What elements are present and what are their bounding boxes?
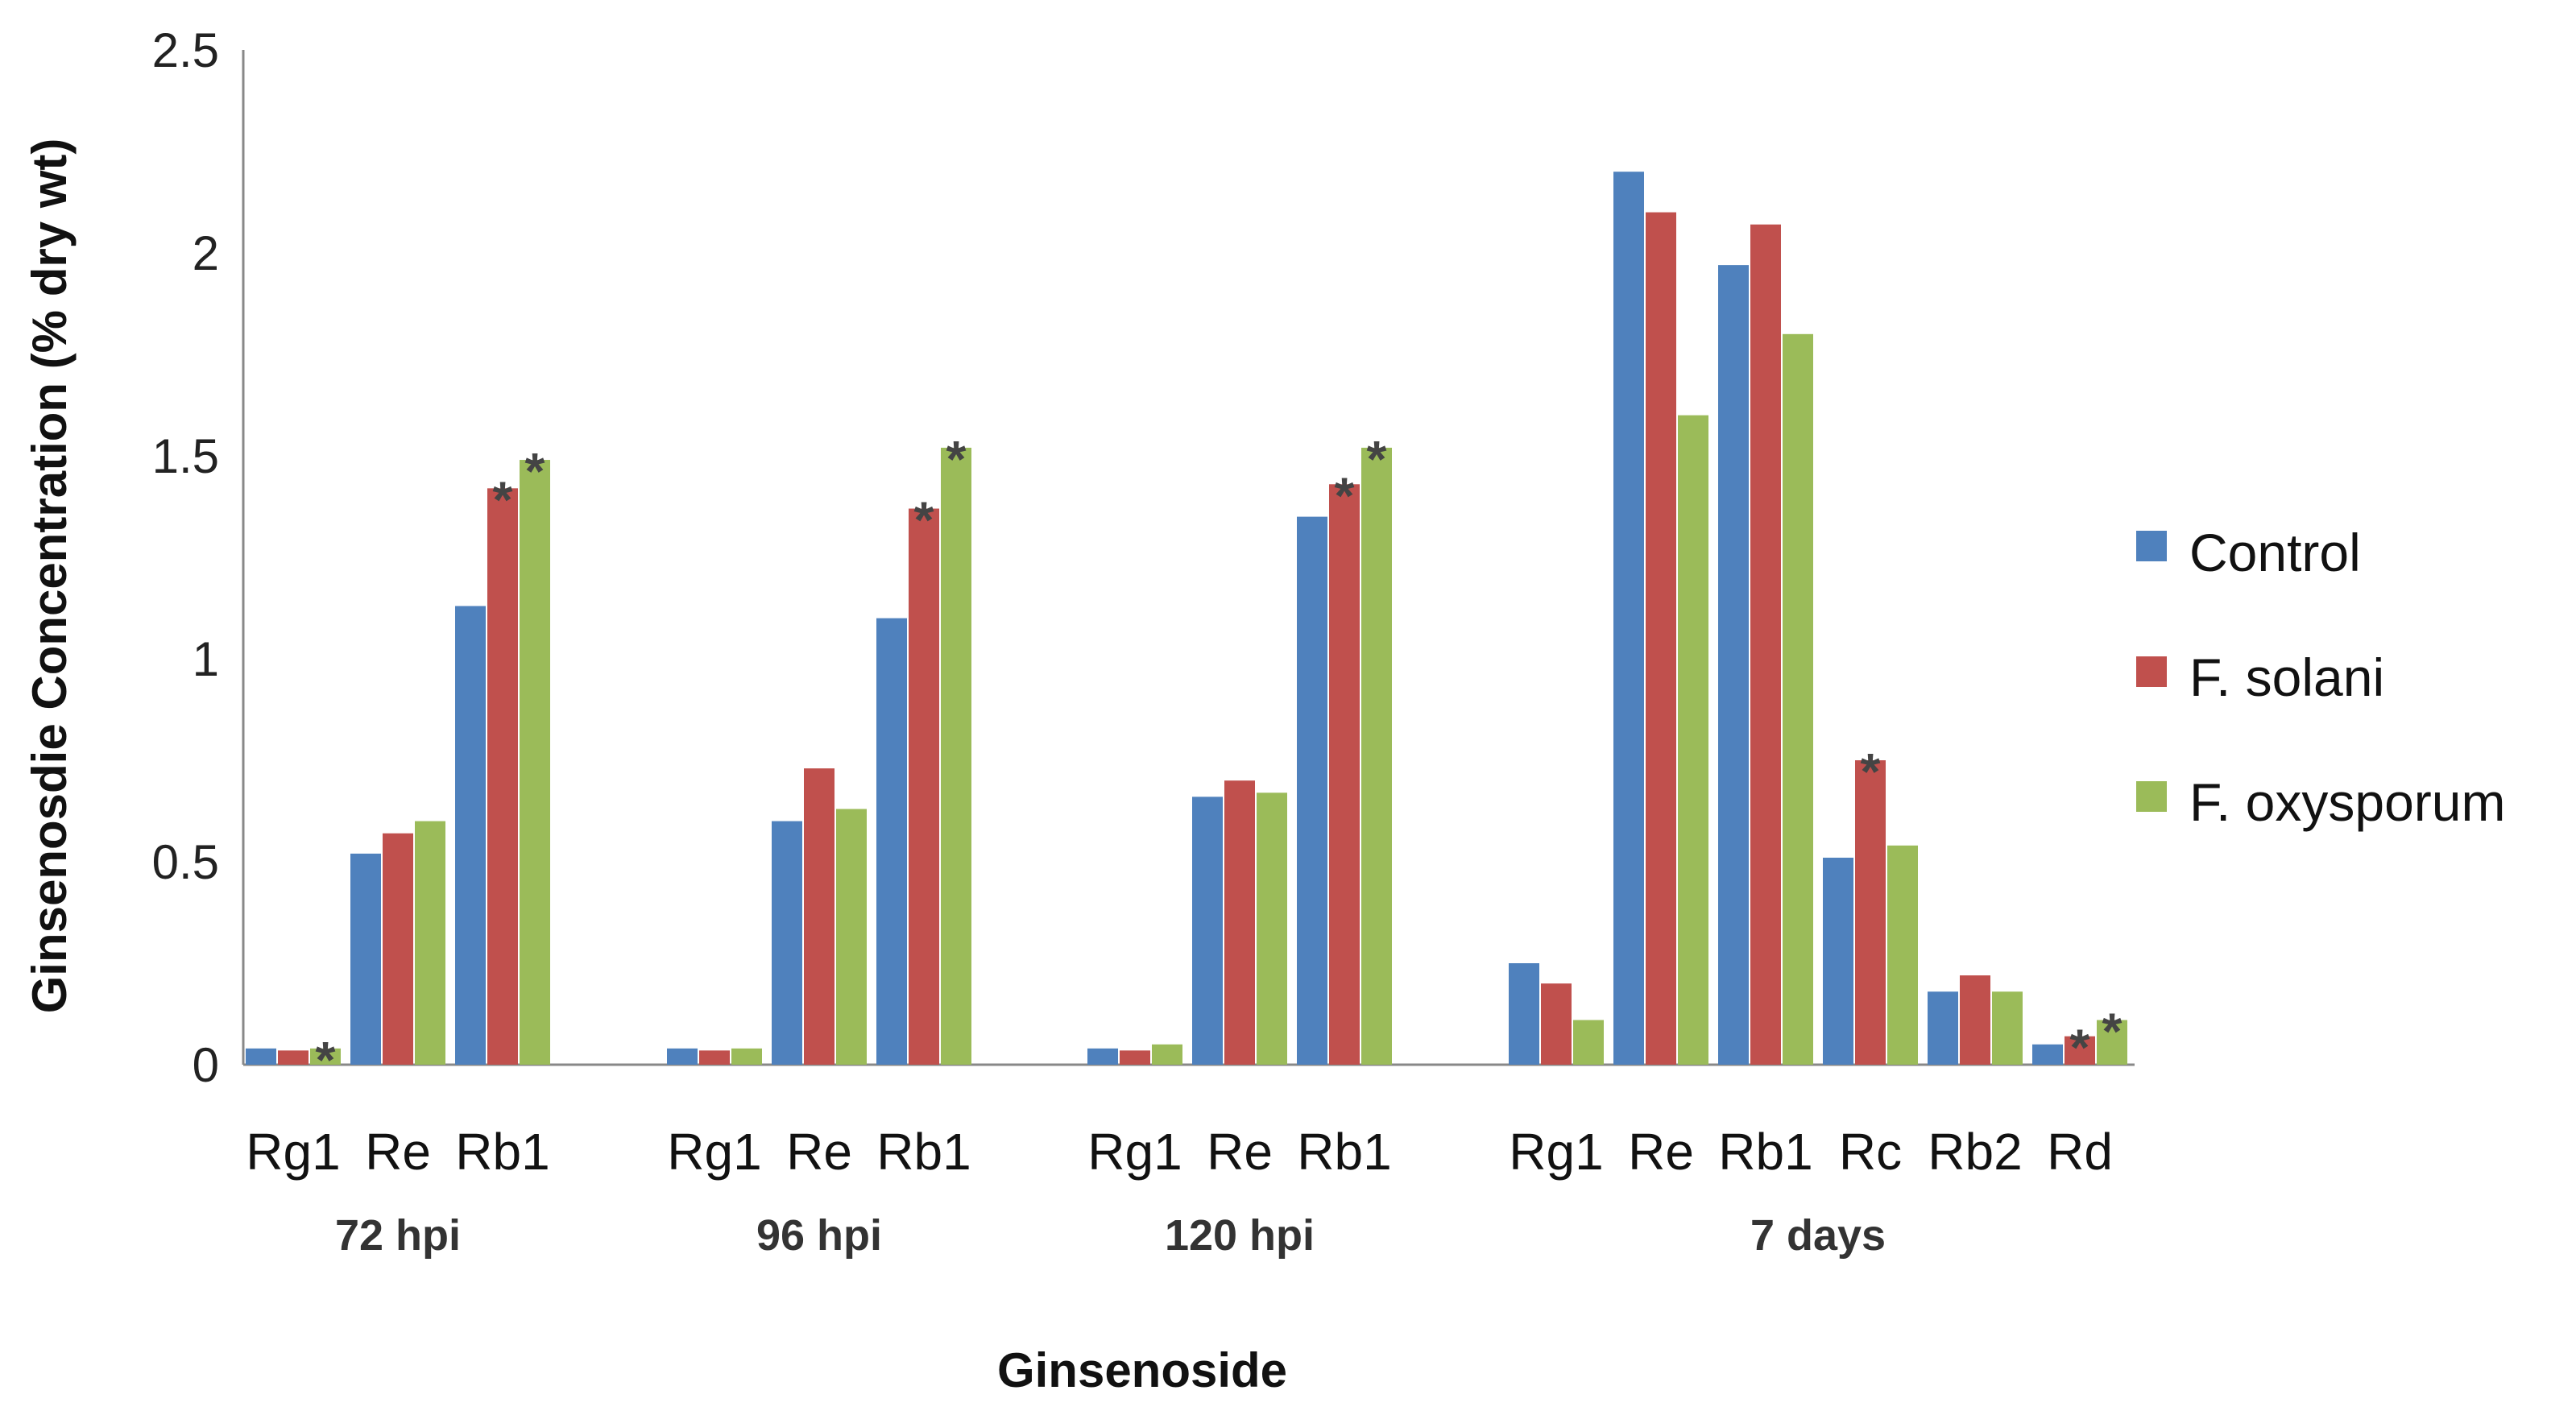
bar-96-hpi-re-f-solani [804, 768, 835, 1065]
bar-7-days-re-f-solani [1646, 212, 1676, 1065]
legend-label-f-oxysporum: F. oxysporum [2189, 772, 2505, 832]
bar-7-days-rb1-f-solani [1750, 224, 1781, 1065]
y-tick-labels: 0 0.5 1 1.5 2 2.5 [152, 23, 219, 1092]
bar-7-days-rd-control [2032, 1044, 2063, 1065]
legend-swatch-control [2136, 531, 2167, 561]
bar-7-days-rb2-f-solani [1960, 975, 1990, 1065]
significance-markers: ** ******* * [316, 430, 2123, 1089]
bar-72-hpi-re-control [350, 853, 381, 1065]
bar-120-hpi-re-f-oxysporum [1257, 792, 1287, 1065]
bar-96-hpi-re-control [772, 821, 802, 1065]
bar-7-days-re-f-oxysporum [1678, 415, 1708, 1065]
bar-7-days-rg1-f-solani [1541, 983, 1572, 1065]
bar-7-days-rd-f-oxysporum [2097, 1020, 2127, 1065]
y-tick-label: 2 [193, 226, 219, 280]
category-label: Rb1 [1718, 1123, 1812, 1181]
significance-star: * [1335, 466, 1355, 524]
category-label: Rg1 [246, 1123, 340, 1181]
bars [246, 172, 2127, 1065]
axes [242, 50, 2135, 1066]
category-label: Rg1 [1087, 1123, 1182, 1181]
bar-72-hpi-rg1-f-solani [278, 1050, 309, 1065]
bar-72-hpi-rb1-f-solani [487, 488, 518, 1065]
bar-120-hpi-rg1-f-oxysporum [1152, 1044, 1182, 1065]
category-label: Rb1 [455, 1123, 549, 1181]
bar-7-days-rg1-f-oxysporum [1573, 1020, 1604, 1065]
significance-star: * [946, 430, 967, 488]
y-tick-label: 0.5 [152, 835, 219, 889]
bar-96-hpi-rb1-control [876, 618, 907, 1065]
category-labels: Rg1 Re Rb1 Rg1 Re Rb1 Rg1 Re Rb1 Rg1 Re Rb1 Rc Rb2 Rd [246, 1123, 2113, 1181]
bar-72-hpi-rb1-f-oxysporum [520, 460, 550, 1065]
bar-120-hpi-re-control [1192, 797, 1223, 1065]
bar-72-hpi-rg1-f-oxysporum [310, 1048, 341, 1065]
bar-7-days-rd-f-solani [2065, 1036, 2095, 1065]
y-tick-label: 1.5 [152, 429, 219, 483]
legend: Control F. solani F. oxysporum [2136, 523, 2505, 832]
bar-120-hpi-re-f-solani [1224, 780, 1255, 1065]
bar-72-hpi-rb1-control [455, 606, 486, 1065]
category-label: Rb1 [876, 1123, 971, 1181]
significance-star: * [316, 1031, 336, 1089]
bar-96-hpi-rg1-f-oxysporum [731, 1048, 762, 1065]
category-label: Rc [1839, 1123, 1902, 1181]
y-axis-title: Ginsenosdie Concentration (% dry wt) [23, 139, 77, 1014]
category-label: Rg1 [1509, 1123, 1603, 1181]
legend-swatch-f-oxysporum [2136, 781, 2167, 812]
bar-7-days-rc-f-solani [1855, 760, 1886, 1065]
legend-label-control: Control [2189, 523, 2361, 582]
y-tick-label: 1 [193, 632, 219, 686]
bar-7-days-rg1-control [1509, 963, 1539, 1065]
bar-96-hpi-rg1-f-solani [699, 1050, 730, 1065]
category-label: Re [1207, 1123, 1273, 1181]
legend-swatch-f-solani [2136, 656, 2167, 687]
significance-star: * [914, 491, 934, 549]
bar-120-hpi-rg1-control [1087, 1048, 1118, 1065]
bar-7-days-rc-control [1823, 857, 1853, 1065]
bar-7-days-rb1-f-oxysporum [1783, 333, 1813, 1065]
category-label: Re [365, 1123, 431, 1181]
y-tick-label: 2.5 [152, 23, 219, 77]
bar-120-hpi-rg1-f-solani [1120, 1050, 1150, 1065]
bar-7-days-rb2-f-oxysporum [1992, 991, 2023, 1065]
significance-star: * [2070, 1019, 2090, 1077]
bar-7-days-rb1-control [1718, 265, 1749, 1065]
bar-96-hpi-re-f-oxysporum [836, 809, 867, 1065]
group-label: 72 hpi [335, 1211, 461, 1260]
group-label: 7 days [1750, 1211, 1886, 1260]
bar-96-hpi-rg1-control [667, 1048, 698, 1065]
category-label: Rd [2047, 1123, 2113, 1181]
bar-120-hpi-rb1-control [1297, 516, 1327, 1065]
significance-star: * [1861, 743, 1881, 801]
group-labels: 72 hpi 96 hpi 120 hpi 7 days [335, 1211, 1886, 1260]
bar-96-hpi-rb1-f-solani [909, 508, 939, 1065]
significance-star: * [493, 470, 513, 528]
legend-label-f-solani: F. solani [2189, 648, 2384, 707]
category-label: Rg1 [667, 1123, 761, 1181]
bar-7-days-rc-f-oxysporum [1887, 845, 1918, 1065]
category-label: Re [1628, 1123, 1694, 1181]
bar-72-hpi-re-f-oxysporum [415, 821, 445, 1065]
category-label: Rb1 [1297, 1123, 1391, 1181]
significance-star: * [2102, 1003, 2123, 1061]
significance-star: * [1367, 430, 1387, 488]
group-label: 96 hpi [756, 1211, 882, 1260]
bar-96-hpi-rb1-f-oxysporum [941, 447, 971, 1065]
bar-120-hpi-rb1-f-solani [1329, 484, 1360, 1065]
category-label: Re [786, 1123, 852, 1181]
bar-72-hpi-rg1-control [246, 1048, 276, 1065]
bar-120-hpi-rb1-f-oxysporum [1361, 447, 1392, 1065]
bar-7-days-rb2-control [1928, 991, 1958, 1065]
group-label: 120 hpi [1165, 1211, 1315, 1260]
significance-star: * [525, 442, 545, 500]
category-label: Rb2 [1928, 1123, 2022, 1181]
bar-7-days-re-control [1613, 172, 1644, 1065]
x-axis-title: Ginsenoside [997, 1343, 1287, 1397]
y-tick-label: 0 [193, 1038, 219, 1092]
bar-72-hpi-re-f-solani [383, 833, 413, 1065]
